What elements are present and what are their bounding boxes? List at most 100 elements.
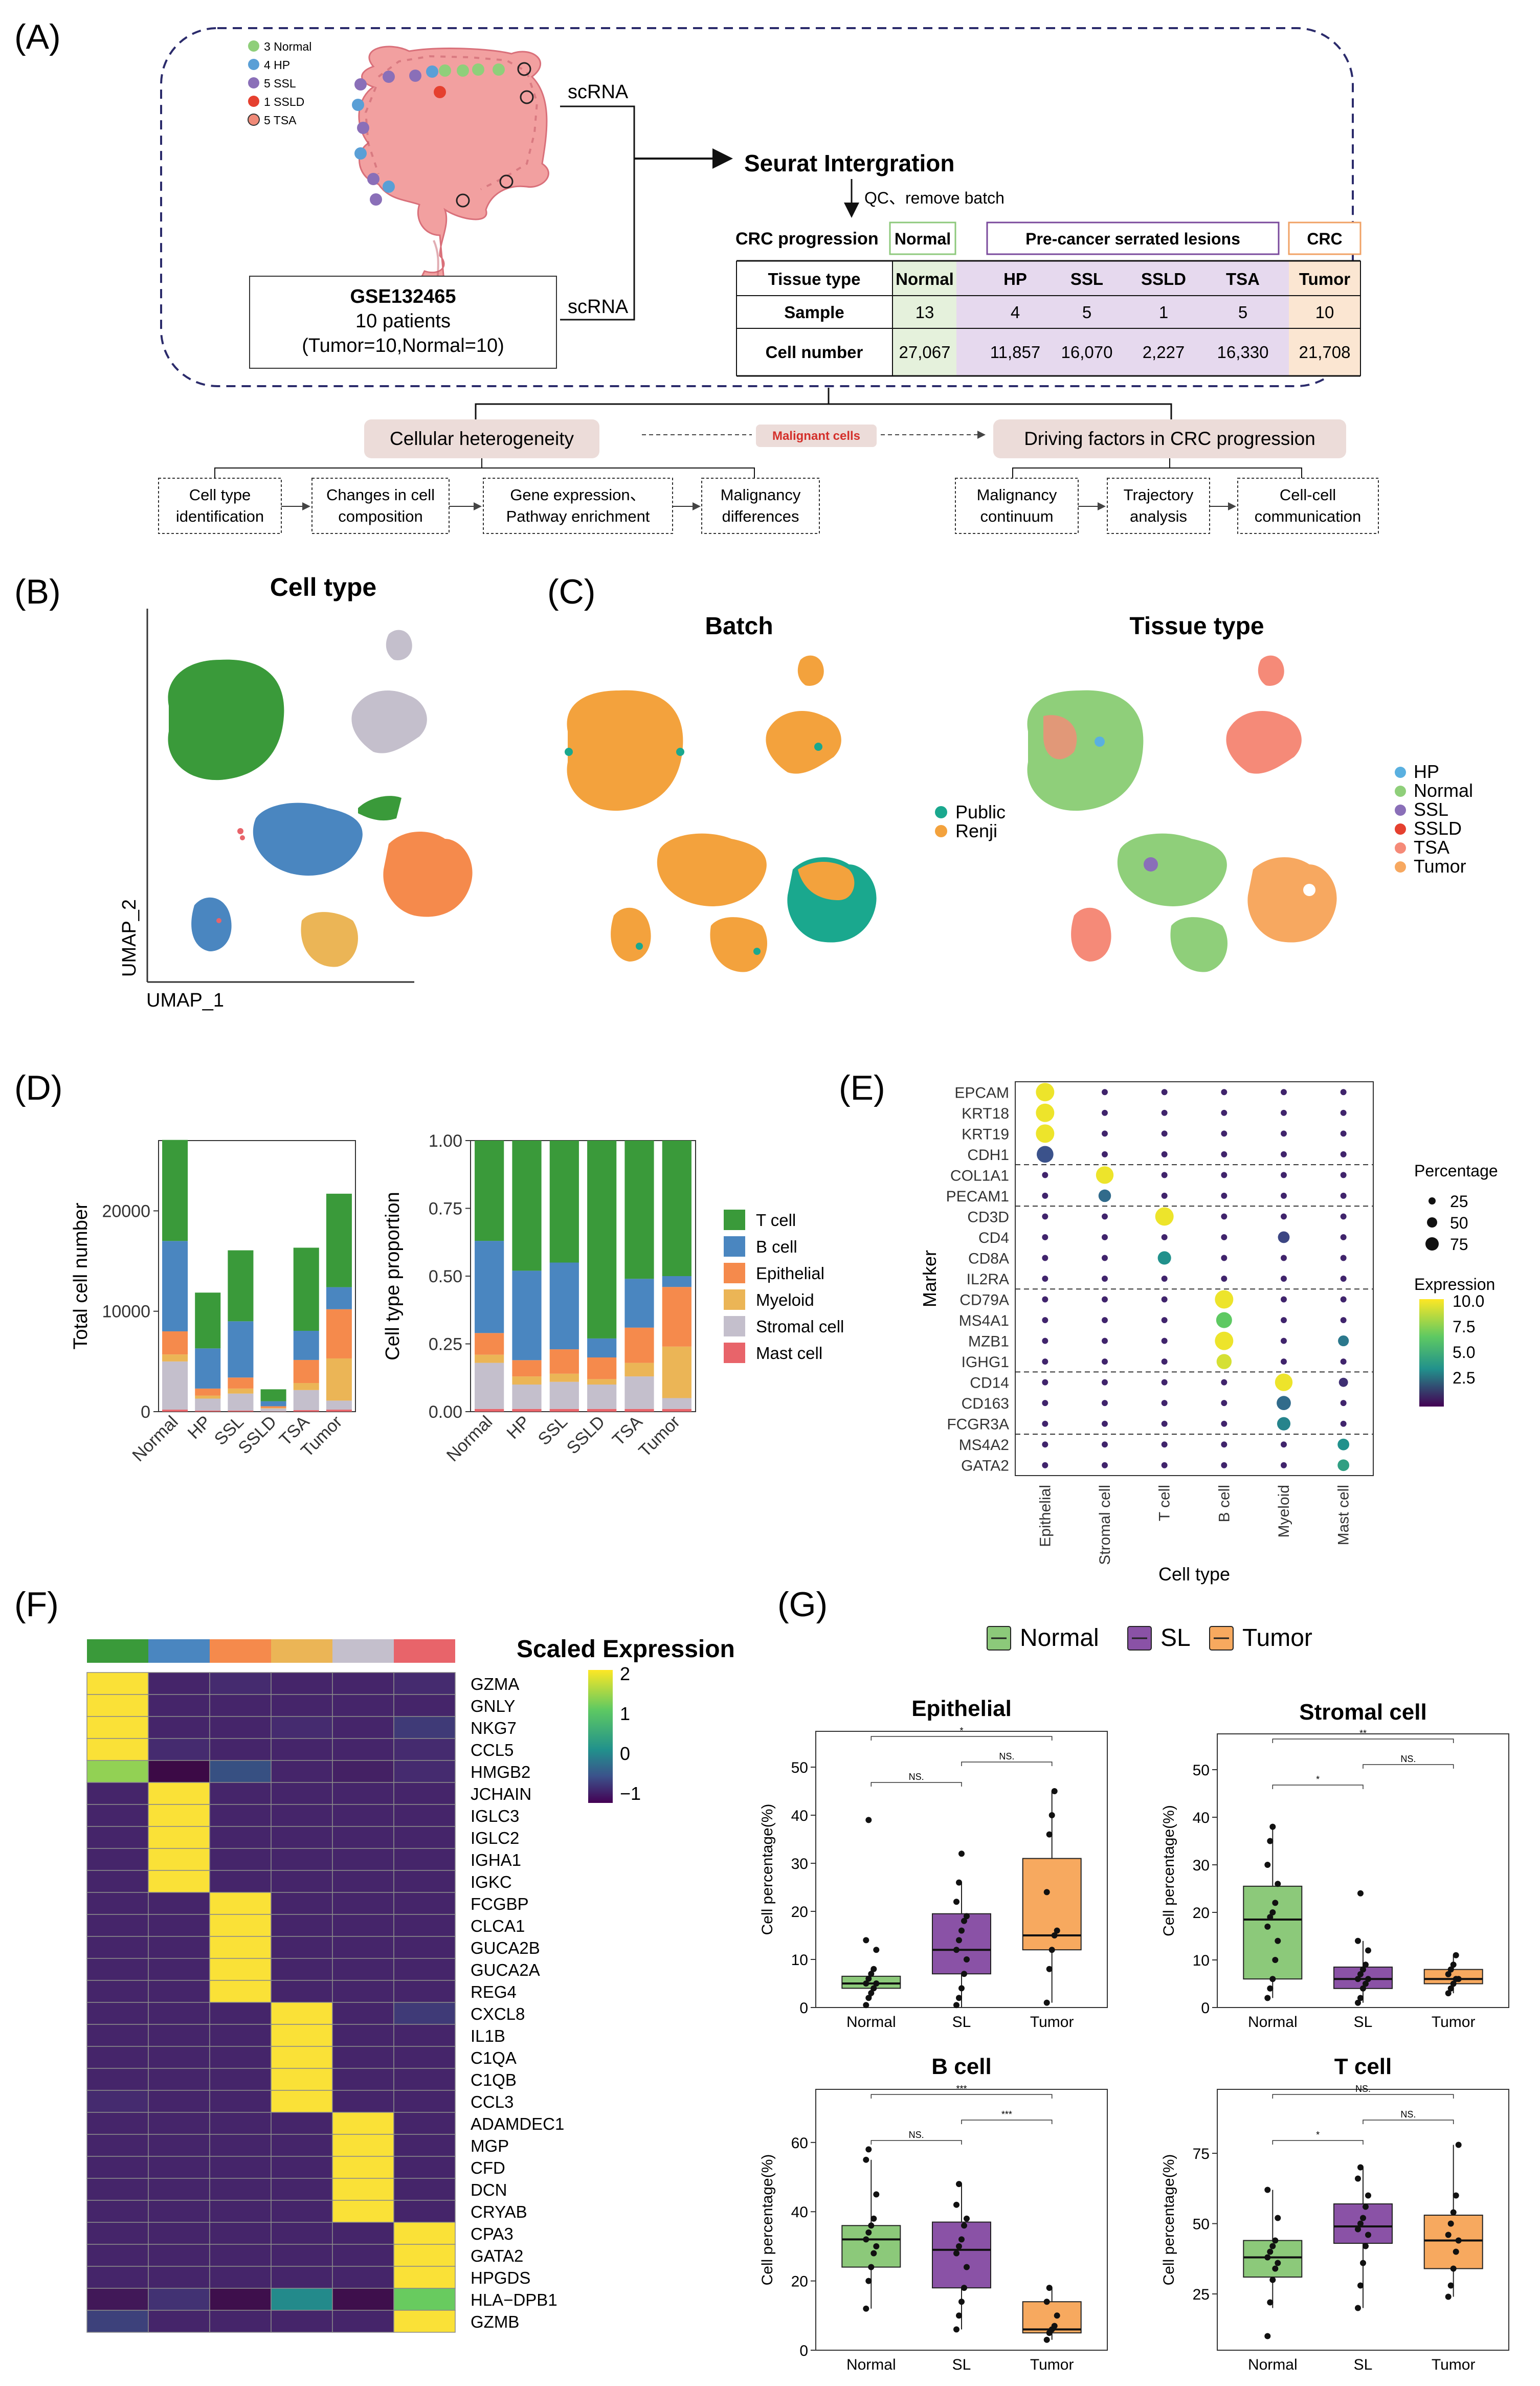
flow-box-text: composition [338, 507, 422, 525]
data-point [1455, 1976, 1462, 1982]
data-point [1264, 1995, 1271, 2001]
data-point [1447, 2282, 1454, 2289]
dot-ighg1-stromal-cell [1102, 1358, 1108, 1365]
heatmap-cell-igha1-4 [332, 1848, 394, 1871]
dot-krt19-myeloid [1281, 1130, 1287, 1137]
significance-bracket [1363, 1764, 1454, 1769]
dot-cd79a-t-cell [1161, 1296, 1168, 1303]
bar-segment-b-cell [587, 1338, 617, 1357]
marker-label: MS4A1 [959, 1312, 1009, 1329]
batch-title: Batch [705, 613, 773, 640]
data-point [958, 2236, 965, 2243]
data-point [863, 2156, 869, 2163]
y-tick-label: 20 [791, 2273, 808, 2290]
heatmap-cell-iglc3-2 [209, 1804, 272, 1827]
heatmap-cell-jchain-5 [393, 1782, 456, 1805]
scrna-label-top: scRNA [568, 81, 629, 103]
marker-label: CD14 [970, 1375, 1009, 1392]
panel-label-g: (G) [777, 1585, 828, 1624]
heatmap-cell-iglc2-5 [393, 1826, 456, 1849]
heatmap-cell-cpa3-1 [148, 2222, 210, 2245]
heatmap-cell-ccl5-1 [148, 1738, 210, 1761]
bar-segment-t-cell [195, 1292, 221, 1349]
marker-label: CD8A [968, 1250, 1009, 1267]
bar-segment-epithelial [587, 1357, 617, 1379]
data-point [871, 1985, 877, 1992]
heatmap-cell-igkc-5 [393, 1870, 456, 1893]
heatmap-cell-gata2-0 [86, 2244, 149, 2267]
heatmap-cell-gata2-5 [393, 2244, 456, 2267]
dot-cd14-mast-cell [1338, 1377, 1348, 1387]
dot-cd163-myeloid [1277, 1396, 1291, 1411]
data-point [1455, 2237, 1462, 2244]
legend-label-hp: 4 HP [264, 58, 290, 72]
dot-krt19-mast-cell [1340, 1130, 1347, 1137]
batch-cluster [567, 690, 683, 811]
gse-box [249, 276, 557, 369]
heatmap-cell-reg4-4 [332, 1980, 394, 2003]
data-point [956, 1937, 962, 1944]
significance-bracket [871, 2094, 1053, 2099]
heatmap-cell-gzma-1 [148, 1672, 210, 1695]
dot-cd4-stromal-cell [1102, 1234, 1108, 1240]
table-header-ssld: SSLD [1141, 270, 1186, 288]
dot-cd79a-b-cell [1215, 1290, 1234, 1309]
data-point [1264, 1923, 1271, 1930]
heatmap-cell-hla−dpb1-4 [332, 2288, 394, 2311]
panel-label-c: (C) [547, 572, 595, 611]
gene-label: GUCA2B [471, 1938, 540, 1957]
size-legend-dot [1429, 1197, 1436, 1205]
data-point [871, 1966, 877, 1972]
table-header-tsa: TSA [1226, 270, 1260, 288]
heatmap-cell-hmgb2-1 [148, 1760, 210, 1783]
dot-gata2-myeloid [1281, 1462, 1287, 1468]
heatmap-cell-gzma-2 [209, 1672, 272, 1695]
data-point [1264, 2187, 1271, 2193]
dot-cd79a-stromal-cell [1102, 1296, 1108, 1303]
batch-cluster [710, 917, 767, 972]
legend-dot-hp [248, 59, 259, 70]
data-point [871, 2250, 877, 2257]
dot-krt18-mast-cell [1340, 1109, 1347, 1116]
flow-box-gene-expression [483, 478, 673, 534]
marker-label: COL1A1 [950, 1167, 1009, 1184]
x-tick-label: Tumor [1432, 2014, 1476, 2031]
dot-cdh1-t-cell [1161, 1151, 1168, 1157]
legend-label: Epithelial [756, 1264, 824, 1283]
gene-label: CLCA1 [471, 1916, 525, 1935]
gene-label: IGLC2 [471, 1828, 519, 1847]
heatmap-colorbar [588, 1670, 613, 1803]
tissue-legend-ssld: SSLD [1414, 818, 1462, 839]
legend-label-ssld: 1 SSLD [264, 95, 304, 108]
dot-ighg1-t-cell [1161, 1358, 1168, 1365]
heatmap-cell-hpgds-0 [86, 2266, 149, 2289]
heatmap-cell-il1b-4 [332, 2024, 394, 2047]
data-point [1450, 1961, 1457, 1968]
data-point [863, 2236, 869, 2243]
boxplot-title: T cell [1334, 2054, 1392, 2079]
data-point [1355, 1999, 1361, 2006]
bar-segment-stromal-cell [260, 1408, 286, 1412]
bar-segment-epithelial [475, 1333, 504, 1355]
dot-cd14-b-cell [1221, 1379, 1227, 1386]
bar-segment-myeloid [326, 1358, 352, 1401]
dot-fcgr3a-t-cell [1161, 1420, 1168, 1427]
data-point [958, 1927, 965, 1934]
dot-fcgr3a-b-cell [1221, 1420, 1227, 1427]
heatmap-cell-igha1-3 [271, 1848, 333, 1871]
data-point [1264, 2333, 1271, 2339]
marker-label: MS4A2 [959, 1437, 1009, 1454]
dot-gata2-b-cell [1221, 1462, 1227, 1468]
heatmap-cell-c1qb-2 [209, 2068, 272, 2091]
column-annotation-epithelial [210, 1639, 271, 1663]
x-tick-label: Normal [846, 2356, 896, 2373]
data-point [873, 1947, 880, 1953]
heatmap-cell-hmgb2-5 [393, 1760, 456, 1783]
data-point [1272, 2265, 1279, 2272]
bar-segment-t-cell [475, 1141, 504, 1241]
data-point [961, 2222, 967, 2229]
dot-epcam-epithelial [1036, 1083, 1055, 1102]
dot-cd163-epithelial [1042, 1400, 1048, 1407]
y-tick-label: 0.50 [429, 1267, 462, 1286]
legend-swatch [724, 1263, 745, 1283]
